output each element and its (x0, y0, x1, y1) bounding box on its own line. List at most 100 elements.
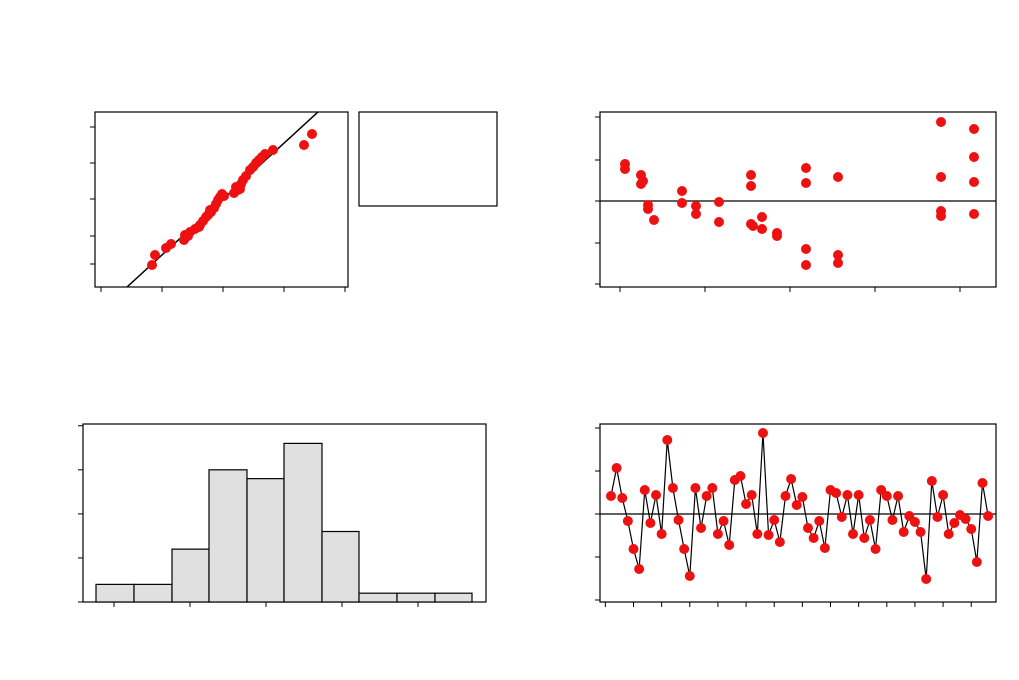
point (746, 181, 756, 191)
point (299, 140, 309, 150)
bar (283, 442, 323, 603)
point (183, 231, 193, 241)
point (712, 529, 723, 539)
point (842, 490, 853, 500)
point (881, 491, 892, 501)
point (679, 544, 690, 554)
point (936, 117, 946, 127)
point (746, 170, 756, 180)
point (833, 172, 843, 182)
point (718, 516, 729, 526)
point (667, 483, 678, 493)
point (735, 471, 746, 481)
point (848, 529, 859, 539)
point (774, 537, 785, 547)
point (932, 512, 943, 522)
point (833, 250, 843, 260)
bar (133, 583, 173, 603)
bar (434, 592, 473, 603)
point (859, 533, 870, 543)
point (649, 215, 659, 225)
bar (358, 592, 398, 603)
point (714, 197, 724, 207)
point (791, 500, 802, 510)
point (969, 152, 979, 162)
point (909, 517, 920, 527)
point (691, 201, 701, 211)
point (166, 239, 176, 249)
point (887, 515, 898, 525)
point (701, 491, 712, 501)
point (801, 244, 811, 254)
point (763, 530, 774, 540)
point (691, 209, 701, 219)
bar (171, 548, 210, 603)
point (977, 478, 988, 488)
point (971, 557, 982, 567)
point (936, 172, 946, 182)
point (620, 164, 630, 174)
point (983, 511, 994, 521)
point (643, 204, 653, 214)
point (757, 224, 767, 234)
point (938, 490, 949, 500)
point (936, 211, 946, 221)
bar (246, 478, 285, 603)
point (605, 491, 616, 501)
point (772, 231, 782, 241)
point (969, 177, 979, 187)
point (780, 491, 791, 501)
point (969, 124, 979, 134)
point (943, 529, 954, 539)
point (219, 191, 229, 201)
point (684, 571, 695, 581)
point (205, 205, 215, 215)
point (870, 544, 881, 554)
point (307, 129, 317, 139)
point (819, 543, 830, 553)
point (831, 488, 842, 498)
point (801, 163, 811, 173)
point (966, 524, 977, 534)
point (662, 435, 673, 445)
point (836, 512, 847, 522)
point (714, 217, 724, 227)
point (696, 523, 707, 533)
point (921, 574, 932, 584)
point (833, 258, 843, 268)
point (786, 474, 797, 484)
point (724, 540, 735, 550)
point (677, 198, 687, 208)
point (194, 222, 204, 232)
bar (396, 592, 436, 603)
point (673, 515, 684, 525)
point (617, 493, 628, 503)
point (231, 182, 241, 192)
point (915, 527, 926, 537)
legend-box (358, 111, 498, 207)
point (746, 490, 757, 500)
point (748, 221, 758, 231)
point (656, 529, 667, 539)
point (969, 209, 979, 219)
point (268, 145, 278, 155)
point (757, 212, 767, 222)
point (926, 476, 937, 486)
point (960, 514, 971, 524)
bar (95, 583, 135, 603)
point (622, 516, 633, 526)
plot-frame (599, 111, 997, 288)
point (814, 516, 825, 526)
point (707, 483, 718, 493)
bar (208, 469, 248, 603)
plot-frame (599, 423, 997, 603)
point (638, 176, 648, 186)
point (801, 178, 811, 188)
point (677, 186, 687, 196)
point (898, 527, 909, 537)
point (853, 490, 864, 500)
point (797, 492, 808, 502)
point (893, 491, 904, 501)
point (690, 483, 701, 493)
